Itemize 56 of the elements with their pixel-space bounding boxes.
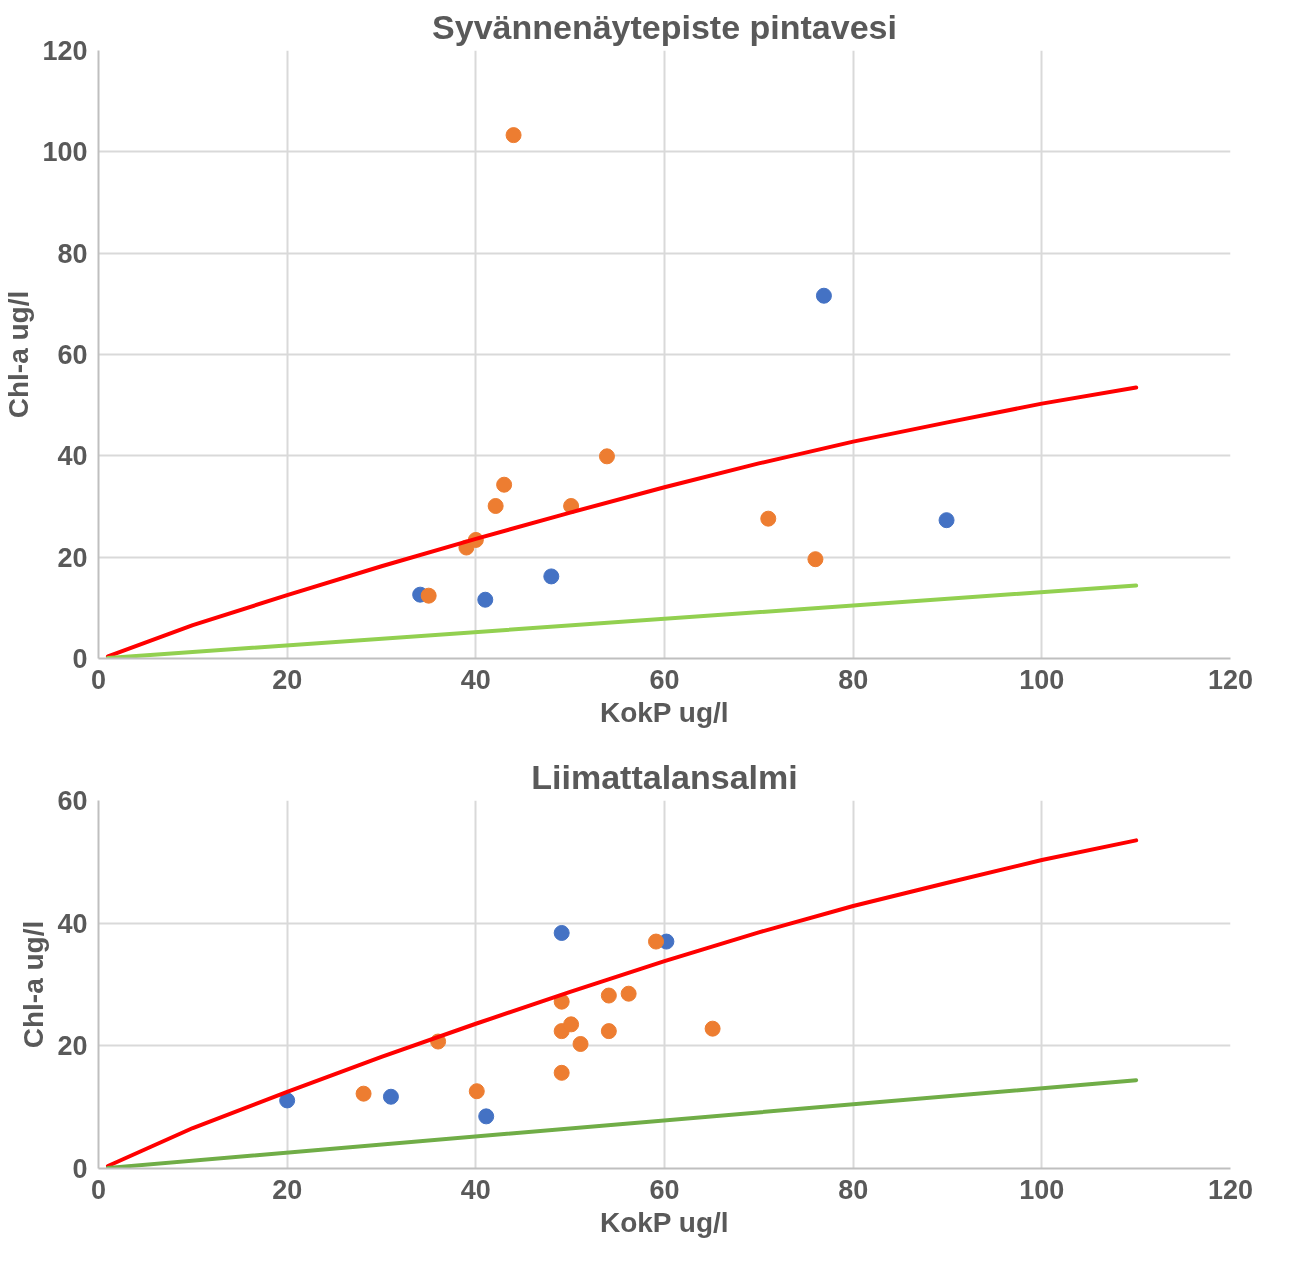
point bbox=[620, 985, 637, 1002]
y-tick-label: 80 bbox=[57, 238, 88, 269]
y-tick-label: 40 bbox=[57, 441, 88, 472]
point bbox=[543, 568, 560, 585]
x-tick-label: 40 bbox=[460, 1174, 491, 1205]
point bbox=[279, 1092, 296, 1109]
point bbox=[505, 127, 522, 144]
x-tick-label: 120 bbox=[1207, 664, 1254, 695]
point bbox=[598, 448, 615, 465]
point bbox=[478, 1108, 495, 1125]
y-tick-label: 100 bbox=[42, 137, 88, 168]
x-tick-label: 20 bbox=[272, 664, 303, 695]
point bbox=[572, 1036, 589, 1052]
x-tick-label: 60 bbox=[649, 664, 680, 695]
x-tick-label: 40 bbox=[460, 664, 491, 695]
y-tick-label: 120 bbox=[42, 36, 88, 66]
point bbox=[563, 1016, 580, 1033]
x-tick-label: 60 bbox=[649, 1174, 680, 1205]
point bbox=[938, 512, 955, 529]
point bbox=[600, 987, 617, 1004]
y-tick-label: 20 bbox=[57, 542, 88, 573]
y-tick-label: 20 bbox=[57, 1031, 88, 1062]
line-series bbox=[105, 385, 1139, 659]
point bbox=[355, 1085, 372, 1102]
chart-title: Liimattalansalmi bbox=[531, 757, 798, 796]
y-tick-label: 60 bbox=[57, 786, 88, 816]
point bbox=[553, 1064, 570, 1081]
point bbox=[487, 498, 504, 514]
point bbox=[420, 587, 437, 604]
point bbox=[704, 1020, 721, 1037]
y-axis-title: Chl-a ug/l bbox=[3, 290, 35, 419]
point bbox=[382, 1088, 399, 1105]
point bbox=[807, 551, 824, 568]
line-series bbox=[105, 838, 1139, 1169]
point bbox=[553, 924, 570, 941]
point bbox=[468, 1083, 485, 1100]
point bbox=[815, 287, 832, 304]
x-axis-title: KokP ug/l bbox=[599, 1206, 729, 1238]
y-tick-label: 60 bbox=[57, 340, 88, 370]
point bbox=[760, 510, 777, 527]
y-tick-label: 40 bbox=[57, 908, 88, 939]
x-tick-label: 100 bbox=[1019, 664, 1065, 695]
x-tick-label: 80 bbox=[838, 664, 869, 695]
x-axis-title: KokP ug/l bbox=[599, 696, 729, 728]
x-tick-label: 120 bbox=[1207, 1174, 1254, 1205]
y-axis-title: Chl-a ug/l bbox=[18, 920, 50, 1049]
chart-title: Syvännenäytepiste pintavesi bbox=[432, 7, 897, 46]
point bbox=[648, 933, 665, 950]
x-tick-label: 20 bbox=[272, 1174, 303, 1205]
y-tick-label: 0 bbox=[72, 1154, 88, 1184]
x-tick-label: 80 bbox=[838, 1174, 869, 1205]
point bbox=[600, 1023, 617, 1040]
x-tick-label: 100 bbox=[1019, 1174, 1065, 1205]
point bbox=[477, 591, 494, 608]
point bbox=[496, 476, 513, 493]
y-tick-label: 0 bbox=[72, 644, 88, 674]
